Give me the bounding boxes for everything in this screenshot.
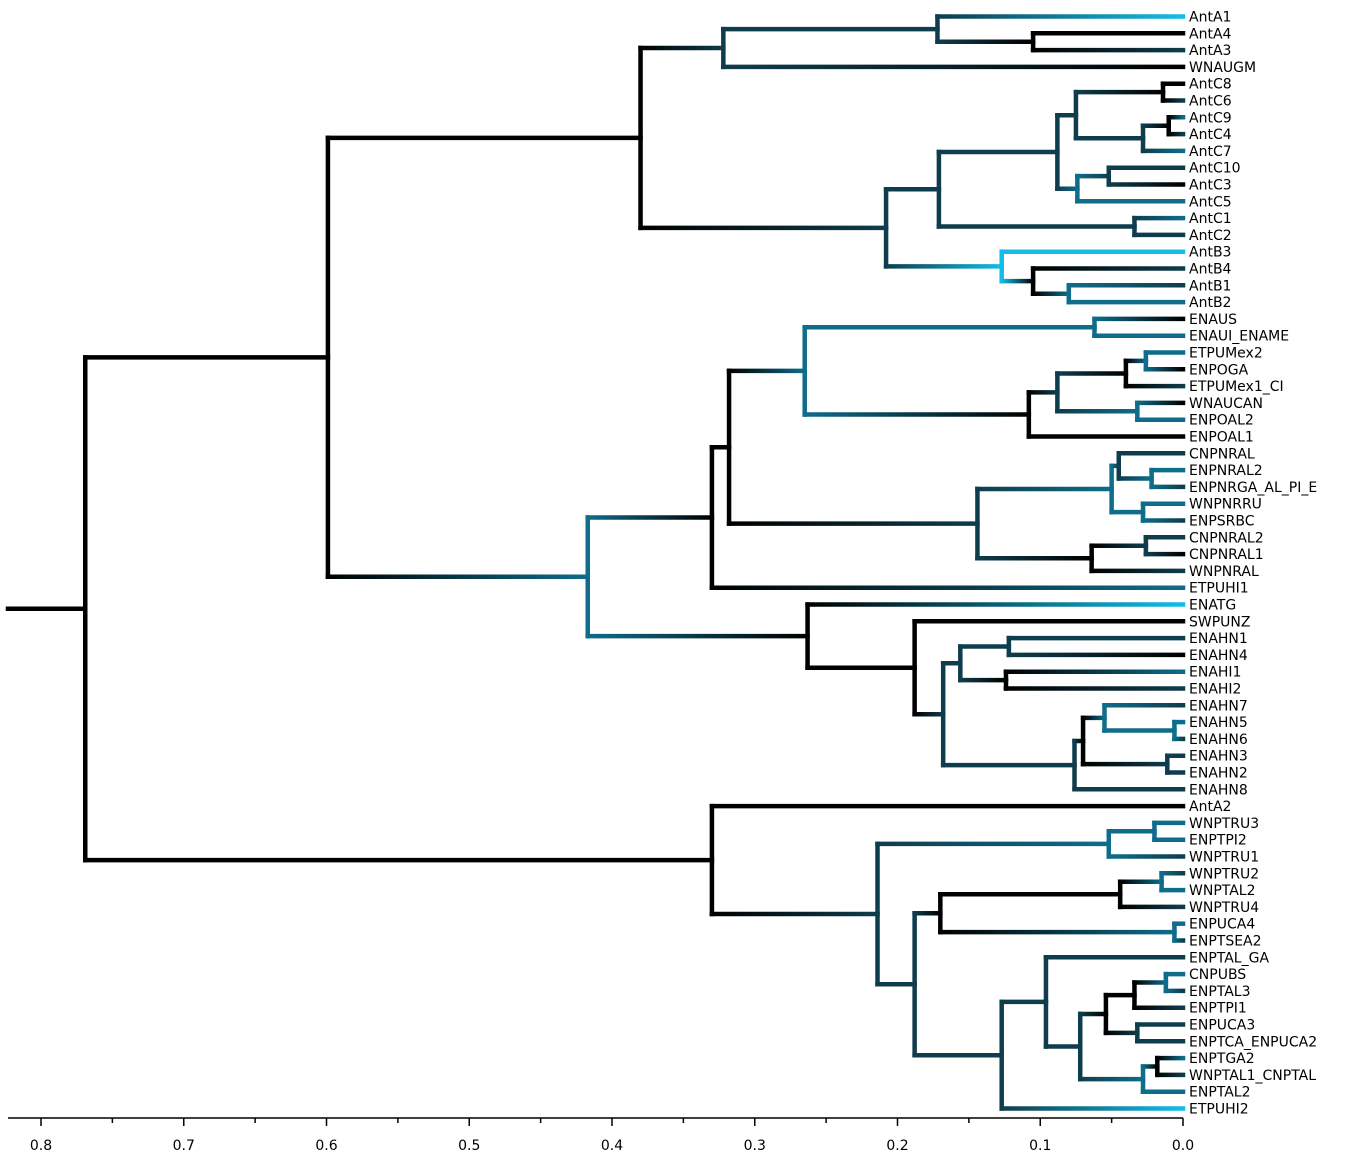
x-axis-tick-label: 0.6 xyxy=(315,1138,337,1154)
leaf-label: WNPTRU3 xyxy=(1189,816,1259,832)
leaf-label: ENPUCA3 xyxy=(1189,1018,1255,1034)
leaf-label: AntC5 xyxy=(1189,194,1232,210)
leaf-label: ETPUMex2 xyxy=(1189,346,1263,362)
leaf-label: CNPUBS xyxy=(1189,967,1246,983)
leaf-label: ENAHN6 xyxy=(1189,732,1248,748)
leaf-label: ENPTAL2 xyxy=(1189,1085,1251,1101)
leaf-label: CNPNRAL1 xyxy=(1189,547,1264,563)
leaf-label: ENPTPI2 xyxy=(1189,833,1247,849)
leaf-label: AntC4 xyxy=(1189,127,1232,143)
leaf-label: CNPNRAL xyxy=(1189,446,1255,462)
leaf-label: AntA4 xyxy=(1189,26,1232,42)
leaf-label: ENPUCA4 xyxy=(1189,917,1255,933)
leaf-label: WNPTAL1_CNPTAL xyxy=(1189,1068,1316,1084)
leaf-label: WNPTAL2 xyxy=(1189,883,1256,899)
x-axis-tick-label: 0.8 xyxy=(30,1138,52,1154)
x-axis-tick-label: 0.7 xyxy=(173,1138,195,1154)
leaf-label: ENPOAL1 xyxy=(1189,430,1254,446)
leaf-label: ENPSRBC xyxy=(1189,514,1255,530)
leaf-label: AntA1 xyxy=(1189,10,1231,26)
x-axis-tick-label: 0.4 xyxy=(601,1138,623,1154)
leaf-label: ENAHN5 xyxy=(1189,715,1248,731)
leaf-label: ENAUS xyxy=(1189,312,1237,328)
leaf-label: ENPTSEA2 xyxy=(1189,934,1262,950)
leaf-label: ENATG xyxy=(1189,598,1236,614)
leaf-label: AntC6 xyxy=(1189,94,1232,110)
leaf-label: WNPTRU2 xyxy=(1189,866,1259,882)
leaf-label: CNPNRAL2 xyxy=(1189,530,1264,546)
x-axis-tick-label: 0.0 xyxy=(1172,1138,1194,1154)
leaf-label: ENAHN8 xyxy=(1189,782,1248,798)
leaf-label: WNPNRAL xyxy=(1189,564,1259,580)
leaf-label: ENPNRAL2 xyxy=(1189,463,1263,479)
leaf-label: ENAHN2 xyxy=(1189,766,1248,782)
leaf-label: AntA2 xyxy=(1189,799,1231,815)
leaf-label: WNPNRRU xyxy=(1189,497,1262,513)
leaf-label: ETPUHI1 xyxy=(1189,581,1249,597)
leaf-label: AntB3 xyxy=(1189,245,1231,261)
leaf-label: ENAUI_ENAME xyxy=(1189,329,1289,345)
x-axis-tick-label: 0.2 xyxy=(886,1138,908,1154)
leaf-label: ENPTGA2 xyxy=(1189,1051,1255,1067)
leaf-label: ENAHN3 xyxy=(1189,749,1248,765)
leaf-label: WNPTRU4 xyxy=(1189,900,1259,916)
leaf-label: AntC1 xyxy=(1189,211,1232,227)
leaf-label: SWPUNZ xyxy=(1189,614,1250,630)
leaf-label: ENPTPI1 xyxy=(1189,1001,1247,1017)
x-axis-ticks: 0.8 0.7 0.6 0.5 0.4 0.3 0.2 0.1 0.0 xyxy=(30,1118,1194,1154)
leaf-label: AntC3 xyxy=(1189,178,1232,194)
x-axis-tick-label: 0.1 xyxy=(1029,1138,1051,1154)
leaf-label: WNAUCAN xyxy=(1189,396,1263,412)
leaf-label: AntC9 xyxy=(1189,110,1232,126)
leaf-label: ENPTAL_GA xyxy=(1189,950,1269,966)
leaf-label: ENAHI2 xyxy=(1189,682,1241,698)
leaf-label: ENAHN1 xyxy=(1189,631,1248,647)
leaf-label: WNPTRU1 xyxy=(1189,850,1259,866)
leaf-label: ENAHN4 xyxy=(1189,648,1248,664)
leaf-label: ENPOGA xyxy=(1189,362,1249,378)
x-axis-tick-label: 0.5 xyxy=(458,1138,480,1154)
dendrogram-branches xyxy=(5,14,1186,1111)
leaf-label: WNAUGM xyxy=(1189,60,1256,76)
leaf-label: AntC8 xyxy=(1189,77,1232,93)
leaf-label: ENPOAL2 xyxy=(1189,413,1254,429)
leaf-label: AntB2 xyxy=(1189,295,1231,311)
leaf-label: AntC10 xyxy=(1189,161,1241,177)
leaf-label: ETPUMex1_CI xyxy=(1189,379,1284,395)
x-axis: 0.8 0.7 0.6 0.5 0.4 0.3 0.2 0.1 0.0 xyxy=(8,1117,1194,1154)
leaf-label: ENPTAL3 xyxy=(1189,984,1251,1000)
leaf-label: AntB4 xyxy=(1189,262,1232,278)
leaf-labels: AntA1AntA4AntA3WNAUGMAntC8AntC6AntC9AntC… xyxy=(1189,10,1317,1118)
leaf-label: AntC2 xyxy=(1189,228,1232,244)
x-axis-tick-label: 0.3 xyxy=(744,1138,766,1154)
leaf-label: ENPTCA_ENPUCA2 xyxy=(1189,1034,1317,1050)
leaf-label: AntB1 xyxy=(1189,278,1231,294)
leaf-label: ETPUHI2 xyxy=(1189,1102,1249,1118)
leaf-label: AntA3 xyxy=(1189,43,1231,59)
leaf-label: ENAHN7 xyxy=(1189,698,1248,714)
leaf-label: ENPNRGA_AL_PI_E xyxy=(1189,480,1317,496)
leaf-label: ENAHI1 xyxy=(1189,665,1241,681)
leaf-label: AntC7 xyxy=(1189,144,1232,160)
